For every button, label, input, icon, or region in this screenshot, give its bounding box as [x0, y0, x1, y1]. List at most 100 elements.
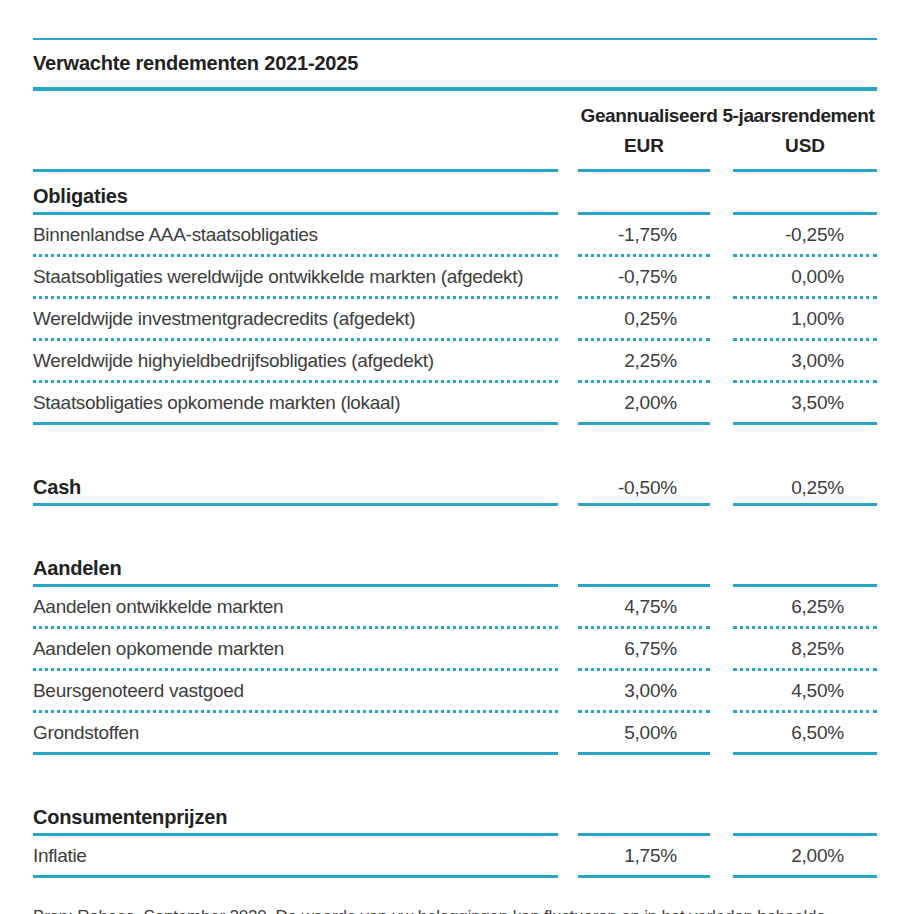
- section-eur-value: -0,50%: [578, 464, 710, 506]
- column-gap: [558, 171, 578, 172]
- usd-value: 3,00%: [733, 341, 877, 383]
- table-row: Wereldwijde highyieldbedrijfsobligaties …: [33, 341, 877, 383]
- top-rule: [33, 38, 877, 40]
- usd-value: 1,00%: [733, 299, 877, 341]
- table-row: Inflatie 1,75% 2,00%: [33, 836, 877, 878]
- table-row: Wereldwijde investmentgradecredits (afge…: [33, 299, 877, 341]
- column-gap: [710, 340, 733, 341]
- column-gap: [558, 712, 578, 713]
- column-gap: [558, 586, 578, 587]
- column-gap: [710, 628, 733, 629]
- section-spacer: [33, 425, 877, 463]
- section-usd-value: [733, 195, 877, 215]
- empty-cell: [33, 128, 558, 129]
- column-gap: [710, 424, 733, 425]
- column-gap: [710, 256, 733, 257]
- column-gap: [710, 382, 733, 383]
- eur-value: 1,75%: [578, 836, 710, 878]
- row-label: Aandelen opkomende markten: [33, 629, 558, 671]
- column-gap: [710, 670, 733, 671]
- table-row: Staatsobligaties wereldwijde ontwikkelde…: [33, 257, 877, 299]
- section-header-row: Consumentenprijzen: [33, 793, 877, 836]
- section-header-row: Aandelen: [33, 544, 877, 587]
- section-title: Cash: [33, 463, 558, 506]
- table-row: Staatsobligaties opkomende markten (loka…: [33, 383, 877, 425]
- row-label: Wereldwijde investmentgradecredits (afge…: [33, 299, 558, 341]
- footnote: Bron: Robeco. September 2020. De waarde …: [33, 904, 833, 914]
- eur-value: -0,75%: [578, 257, 710, 299]
- column-gap: [558, 877, 578, 878]
- column-header-row: EUR USD: [33, 129, 877, 172]
- eur-value: 2,25%: [578, 341, 710, 383]
- column-gap: [558, 835, 578, 836]
- column-gap: [558, 298, 578, 299]
- table-row: Aandelen opkomende markten 6,75% 8,25%: [33, 629, 877, 671]
- column-gap: [558, 214, 578, 215]
- section-eur-value: [578, 567, 710, 587]
- column-gap: [710, 877, 733, 878]
- column-gap: [710, 298, 733, 299]
- row-label: Aandelen ontwikkelde markten: [33, 587, 558, 629]
- eur-value: 3,00%: [578, 671, 710, 713]
- column-gap: [710, 712, 733, 713]
- eur-value: 4,75%: [578, 587, 710, 629]
- row-label: Wereldwijde highyieldbedrijfsobligaties …: [33, 341, 558, 383]
- table-row: Aandelen ontwikkelde markten 4,75% 6,25%: [33, 587, 877, 629]
- usd-value: 4,50%: [733, 671, 877, 713]
- row-label: Staatsobligaties wereldwijde ontwikkelde…: [33, 257, 558, 299]
- column-group-label: Geannualiseerd 5-jaarsrendement: [578, 91, 877, 129]
- column-gap: [558, 505, 578, 506]
- usd-value: 2,00%: [733, 836, 877, 878]
- label-column-underline: [33, 151, 558, 172]
- column-gap: [558, 256, 578, 257]
- column-group-header-row: Geannualiseerd 5-jaarsrendement: [33, 91, 877, 129]
- eur-value: -1,75%: [578, 215, 710, 257]
- usd-value: 3,50%: [733, 383, 877, 425]
- column-gap: [558, 628, 578, 629]
- row-label: Inflatie: [33, 836, 558, 878]
- row-label: Binnenlandse AAA-staatsobligaties: [33, 215, 558, 257]
- section-eur-value: [578, 816, 710, 836]
- column-gap: [710, 171, 733, 172]
- usd-value: 0,00%: [733, 257, 877, 299]
- usd-value: 6,50%: [733, 713, 877, 755]
- section-usd-value: 0,25%: [733, 464, 877, 506]
- column-gap: [710, 586, 733, 587]
- section-title: Obligaties: [33, 172, 558, 215]
- table-row: Grondstoffen 5,00% 6,50%: [33, 713, 877, 755]
- section-spacer: [33, 755, 877, 793]
- column-gap: [558, 382, 578, 383]
- usd-value: -0,25%: [733, 215, 877, 257]
- column-gap: [558, 424, 578, 425]
- section-usd-value: [733, 816, 877, 836]
- table-row: Binnenlandse AAA-staatsobligaties -1,75%-…: [33, 215, 877, 257]
- section-header-row: Obligaties: [33, 172, 877, 215]
- column-gap: [710, 214, 733, 215]
- eur-value: 0,25%: [578, 299, 710, 341]
- eur-value: 6,75%: [578, 629, 710, 671]
- usd-value: 6,25%: [733, 587, 877, 629]
- column-header-eur: EUR: [578, 129, 710, 172]
- section-title: Aandelen: [33, 544, 558, 587]
- row-label: Grondstoffen: [33, 713, 558, 755]
- eur-value: 2,00%: [578, 383, 710, 425]
- column-gap: [710, 505, 733, 506]
- column-gap: [558, 754, 578, 755]
- column-gap: [558, 340, 578, 341]
- section-header-row: Cash -0,50% 0,25%: [33, 463, 877, 506]
- column-gap: [558, 670, 578, 671]
- section-eur-value: [578, 195, 710, 215]
- column-gap: [710, 835, 733, 836]
- row-label: Beursgenoteerd vastgoed: [33, 671, 558, 713]
- row-label: Staatsobligaties opkomende markten (loka…: [33, 383, 558, 425]
- returns-table-body: ObligatiesBinnenlandse AAA-staatsobligat…: [33, 172, 877, 878]
- eur-value: 5,00%: [578, 713, 710, 755]
- report-table-page: Verwachte rendementen 2021-2025 Geannual…: [0, 0, 907, 914]
- table-title: Verwachte rendementen 2021-2025: [33, 52, 877, 75]
- section-spacer: [33, 506, 877, 544]
- section-title: Consumentenprijzen: [33, 793, 558, 836]
- column-header-usd: USD: [733, 129, 877, 172]
- section-usd-value: [733, 567, 877, 587]
- usd-value: 8,25%: [733, 629, 877, 671]
- table-row: Beursgenoteerd vastgoed 3,00% 4,50%: [33, 671, 877, 713]
